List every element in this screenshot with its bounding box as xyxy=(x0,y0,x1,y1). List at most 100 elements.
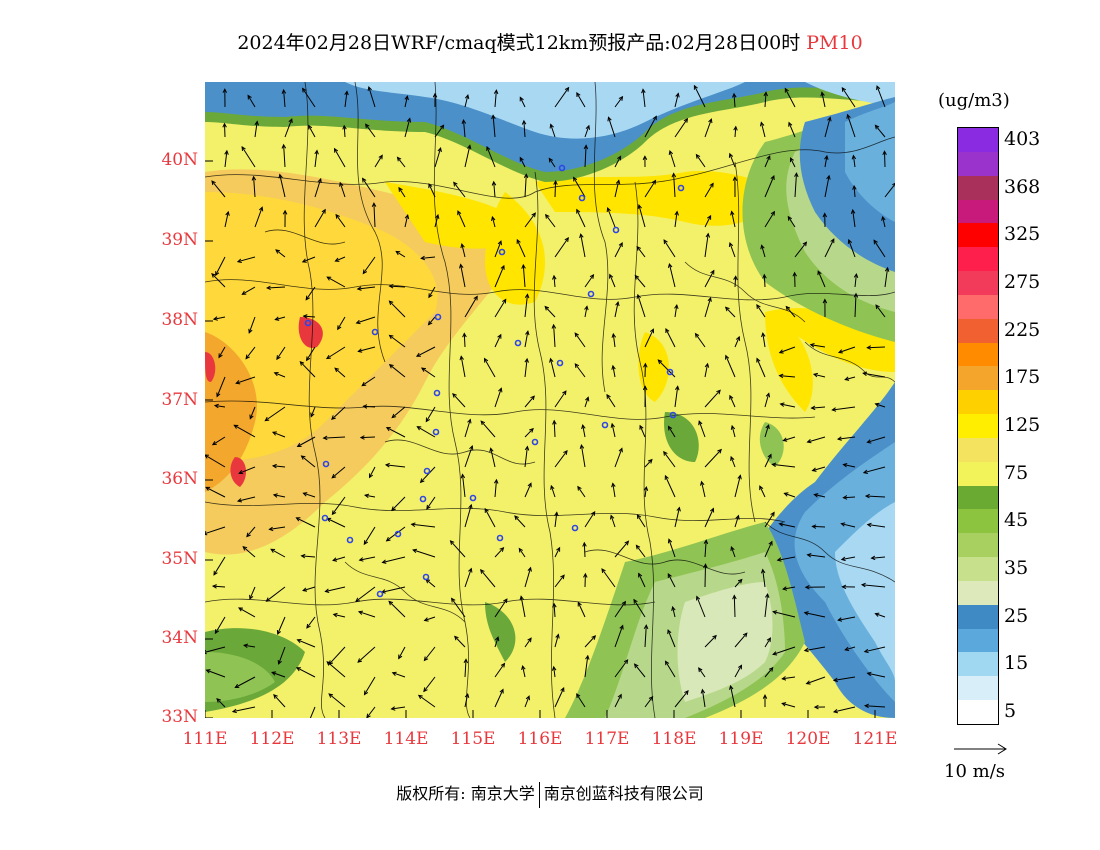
wind-arrow-head xyxy=(524,445,530,451)
wind-arrow xyxy=(451,598,466,618)
wind-arrow xyxy=(358,611,376,618)
colorbar-segment xyxy=(958,175,998,200)
wind-arrow xyxy=(634,663,646,678)
wind-arrow-head xyxy=(860,582,866,588)
title-pollutant: PM10 xyxy=(806,32,863,54)
wind-arrow-head xyxy=(794,172,799,178)
colorbar-segment xyxy=(958,485,998,510)
wind-arrow xyxy=(729,242,736,258)
wind-arrow-head xyxy=(355,319,361,325)
wind-arrow xyxy=(417,426,436,438)
wind-arrow-head xyxy=(328,660,334,666)
wind-arrow xyxy=(553,420,556,438)
wind-arrow xyxy=(704,183,714,198)
wind-arrow xyxy=(583,542,586,558)
wind-arrow-head xyxy=(633,663,639,669)
wind-arrow xyxy=(299,361,316,378)
wind-arrow xyxy=(863,372,886,378)
wind-arrow-head xyxy=(609,273,614,279)
wind-arrow-head xyxy=(778,373,784,379)
wind-arrow-head xyxy=(696,595,701,601)
colorbar-unit: (ug/m3) xyxy=(938,90,1010,111)
wind-arrow xyxy=(270,548,286,558)
wind-arrow xyxy=(763,274,766,288)
wind-arrow-head xyxy=(468,503,473,509)
wind-arrow-head xyxy=(388,284,394,289)
wind-arrow xyxy=(524,174,527,198)
wind-arrow-head xyxy=(241,290,247,295)
wind-arrow-head xyxy=(770,511,775,517)
wind-arrow xyxy=(416,346,436,357)
wind-arrow-head xyxy=(459,263,464,269)
wind-arrow xyxy=(284,118,293,138)
wind-arrow xyxy=(704,508,714,528)
wind-arrow-head xyxy=(332,557,338,562)
wind-arrow xyxy=(734,475,741,498)
wind-arrow xyxy=(813,373,826,378)
colorbar-segment xyxy=(958,128,998,153)
colorbar-segment xyxy=(958,151,998,177)
wind-arrow-head xyxy=(406,117,412,123)
wind-arrow xyxy=(574,332,586,348)
wind-arrow-head xyxy=(591,635,597,640)
wind-arrow xyxy=(359,556,376,561)
wind-arrow xyxy=(576,209,586,228)
colorbar-segment xyxy=(958,676,998,701)
wind-arrow xyxy=(404,96,408,108)
wind-arrow-head xyxy=(735,514,740,520)
colorbar-segment xyxy=(958,390,998,415)
wind-arrow-head xyxy=(524,293,530,299)
wind-arrow-head xyxy=(826,174,831,180)
wind-arrow xyxy=(224,123,226,138)
wind-arrow-head xyxy=(675,92,680,98)
wind-arrow xyxy=(704,233,709,258)
wind-arrow-head xyxy=(499,688,504,694)
wind-arrow xyxy=(734,126,737,138)
wind-arrow xyxy=(554,450,568,468)
wind-arrow-head xyxy=(813,493,819,498)
colorbar-label: 15 xyxy=(1004,652,1029,675)
wind-arrow-head xyxy=(576,92,581,98)
wind-arrow-head xyxy=(499,546,505,552)
wind-arrow-head xyxy=(273,372,279,377)
wind-arrow-head xyxy=(635,544,641,550)
wind-arrow-head xyxy=(676,506,681,512)
wind-arrow-head xyxy=(469,444,474,451)
wind-arrow xyxy=(484,508,496,528)
wind-arrow-head xyxy=(529,427,534,433)
wind-arrow-head xyxy=(882,150,887,156)
wind-arrow xyxy=(522,264,526,288)
wind-arrow xyxy=(391,406,406,418)
wind-arrow xyxy=(494,689,504,708)
wind-arrow xyxy=(374,155,383,168)
wind-arrow xyxy=(215,256,226,276)
wind-arrow xyxy=(674,211,678,228)
wind-arrow-head xyxy=(299,361,305,366)
wind-arrow-head xyxy=(247,94,252,100)
wind-arrow-head xyxy=(355,597,360,603)
wind-arrow-head xyxy=(737,474,742,480)
wind-arrow-head xyxy=(527,566,532,572)
monitoring-station-marker xyxy=(556,359,564,367)
wind-arrow-head xyxy=(428,183,433,189)
wind-arrow-head xyxy=(830,238,835,244)
wind-arrow-head xyxy=(667,538,673,544)
lon-label-120e: 120E xyxy=(785,729,831,749)
wind-arrow-head xyxy=(832,677,838,683)
wind-arrow xyxy=(398,646,406,659)
wind-arrow-head xyxy=(737,664,743,670)
colorbar-label: 403 xyxy=(1004,127,1041,150)
wind-arrow xyxy=(843,464,856,468)
wind-arrow xyxy=(841,556,856,560)
map-title: 2024年02月28日WRF/cmaq模式12km预报产品:02月28日00时 P… xyxy=(0,28,1100,55)
wind-arrow-head xyxy=(805,680,811,685)
wind-arrow-head xyxy=(363,540,369,546)
map-area[interactable] xyxy=(205,82,895,718)
wind-arrow-head xyxy=(552,419,557,425)
wind-arrow-head xyxy=(271,431,277,436)
wind-arrow xyxy=(614,96,623,108)
colorbar-segment xyxy=(958,533,998,558)
wind-arrow xyxy=(582,425,586,438)
wind-arrow xyxy=(213,316,226,320)
wind-arrow-head xyxy=(417,694,423,700)
